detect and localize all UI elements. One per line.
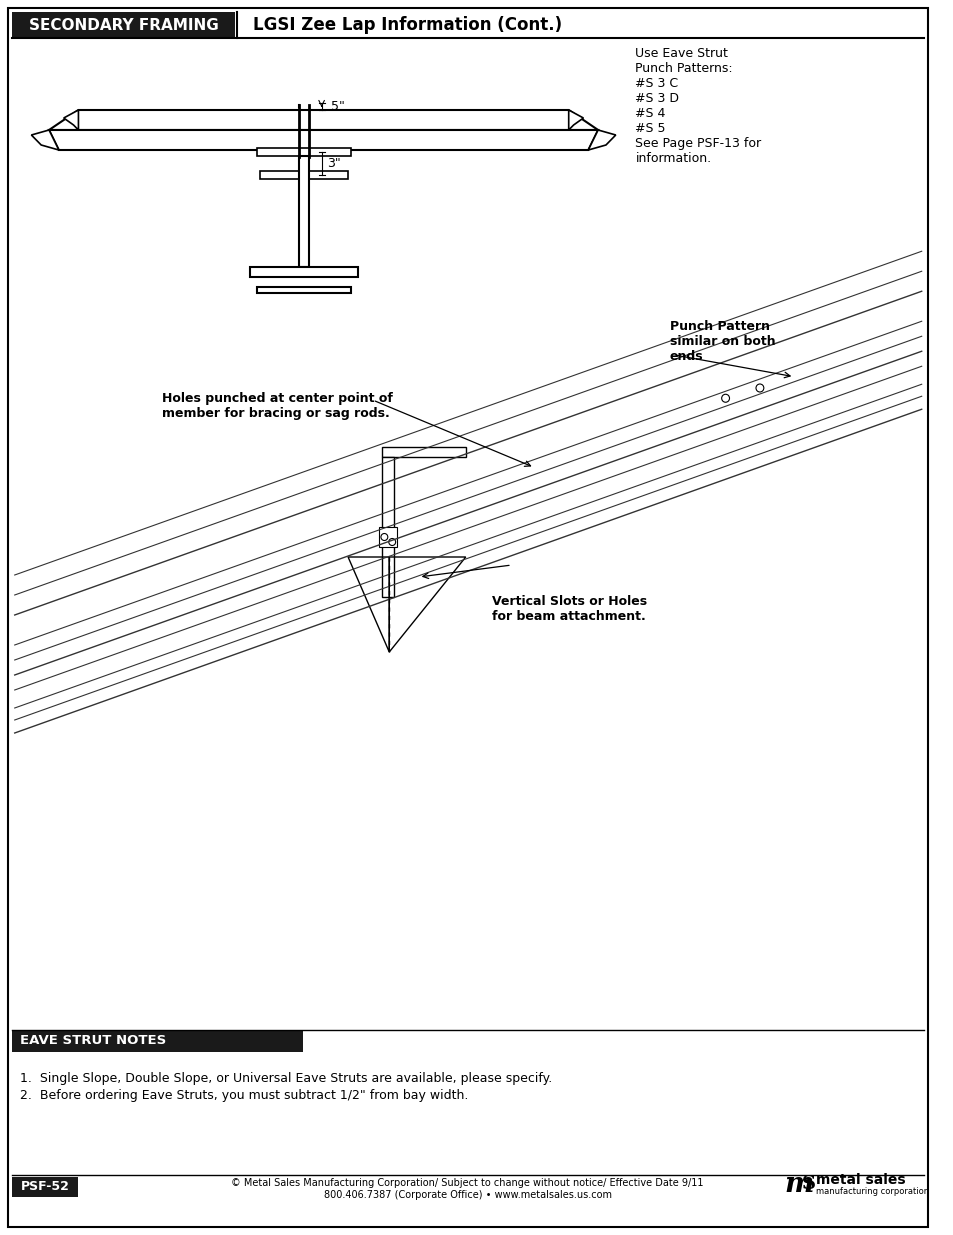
Text: metal sales: metal sales	[815, 1173, 904, 1187]
Bar	[11, 1030, 303, 1052]
Bar	[298, 156, 309, 267]
Text: S: S	[801, 1174, 815, 1193]
Text: .5": .5"	[327, 100, 345, 112]
Polygon shape	[568, 110, 583, 130]
Text: 2.  Before ordering Eave Struts, you must subtract 1/2" from bay width.: 2. Before ordering Eave Struts, you must…	[20, 1089, 468, 1102]
Bar	[250, 267, 357, 277]
Text: 800.406.7387 (Corporate Office) • www.metalsales.us.com: 800.406.7387 (Corporate Office) • www.me…	[323, 1191, 611, 1200]
Bar	[259, 170, 348, 179]
Bar	[382, 457, 394, 597]
Text: LGSI Zee Lap Information (Cont.): LGSI Zee Lap Information (Cont.)	[253, 16, 561, 35]
Polygon shape	[588, 130, 615, 149]
Text: #S 3 C: #S 3 C	[635, 77, 678, 90]
Text: Holes punched at center point of: Holes punched at center point of	[162, 391, 393, 405]
Text: Punch Pattern
similar on both
ends: Punch Pattern similar on both ends	[669, 320, 775, 363]
Text: Punch Patterns:: Punch Patterns:	[635, 62, 732, 75]
Polygon shape	[382, 447, 465, 457]
Text: 3": 3"	[327, 157, 341, 170]
Text: © Metal Sales Manufacturing Corporation/ Subject to change without notice/ Effec: © Metal Sales Manufacturing Corporation/…	[232, 1178, 703, 1188]
Text: #S 5: #S 5	[635, 122, 665, 135]
Bar	[11, 12, 235, 38]
Polygon shape	[31, 130, 59, 149]
Text: m: m	[783, 1171, 813, 1198]
Text: member for bracing or sag rods.: member for bracing or sag rods.	[162, 408, 389, 420]
Text: Vertical Slots or Holes
for beam attachment.: Vertical Slots or Holes for beam attachm…	[492, 595, 647, 622]
Text: 1.  Single Slope, Double Slope, or Universal Eave Struts are available, please s: 1. Single Slope, Double Slope, or Univer…	[20, 1072, 551, 1086]
Text: SECONDARY FRAMING: SECONDARY FRAMING	[29, 17, 218, 32]
Text: #S 4: #S 4	[635, 107, 665, 120]
Bar	[379, 527, 396, 547]
Text: PSF-52: PSF-52	[21, 1181, 70, 1193]
Text: manufacturing corporation: manufacturing corporation	[815, 1188, 928, 1197]
Text: information.: information.	[635, 152, 711, 165]
Bar	[11, 1177, 78, 1197]
Text: EAVE STRUT NOTES: EAVE STRUT NOTES	[20, 1035, 166, 1047]
Polygon shape	[49, 110, 598, 130]
Text: See Page PSF-13 for: See Page PSF-13 for	[635, 137, 760, 149]
Text: Use Eave Strut: Use Eave Strut	[635, 47, 727, 61]
Bar	[256, 148, 351, 156]
Polygon shape	[64, 110, 78, 130]
Bar	[256, 287, 351, 293]
Polygon shape	[49, 130, 598, 149]
Text: #S 3 D: #S 3 D	[635, 91, 679, 105]
